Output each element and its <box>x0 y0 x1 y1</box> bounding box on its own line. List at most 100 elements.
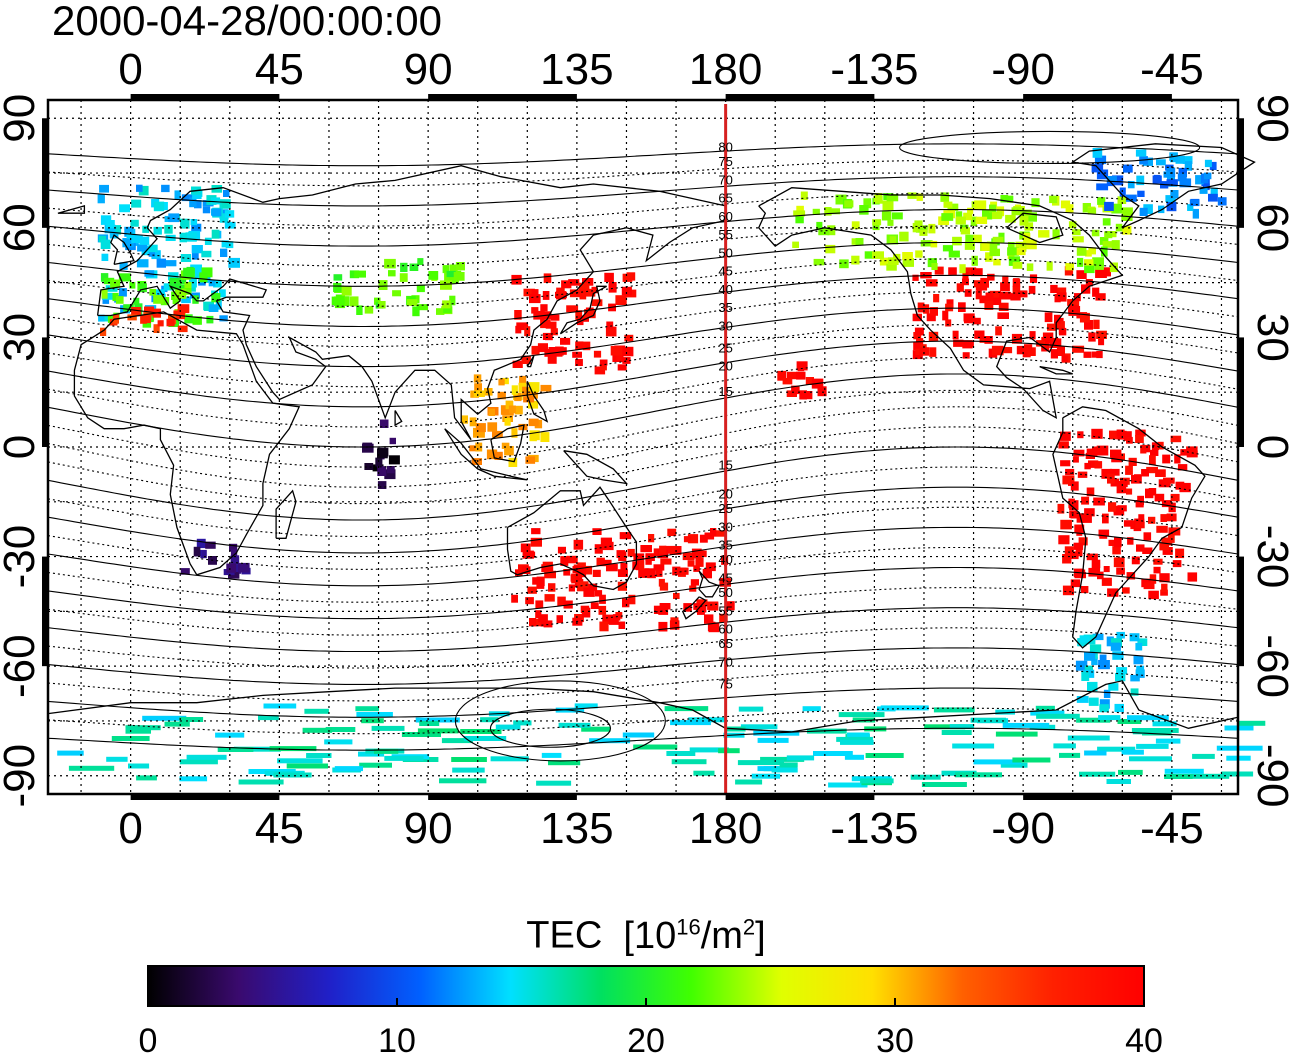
tec-cell <box>1175 548 1185 559</box>
tec-cell <box>1155 738 1181 744</box>
tec-cell <box>855 238 864 246</box>
tec-cell <box>304 708 329 714</box>
contour-label: 80 <box>718 139 732 154</box>
tec-cell <box>1114 537 1122 548</box>
tec-cell <box>992 236 1004 244</box>
tec-cell <box>388 270 396 277</box>
tec-cell <box>1060 200 1071 209</box>
contour-oval <box>489 708 611 748</box>
tec-cell <box>656 568 663 577</box>
tec-cell <box>952 330 959 340</box>
tec-cell <box>575 310 583 320</box>
tec-cell <box>542 291 550 300</box>
tec-cell <box>177 325 188 333</box>
tec-cell <box>1038 230 1050 238</box>
tec-cell <box>1149 574 1157 584</box>
tec-cell <box>963 212 973 221</box>
tec-cell <box>844 200 854 208</box>
tec-cell <box>645 555 652 565</box>
tec-cell <box>488 408 495 416</box>
tec-cell <box>377 448 388 459</box>
tec-cell <box>228 257 240 268</box>
tec-cell <box>933 294 940 303</box>
tec-cell <box>621 346 634 357</box>
taiwan-coast <box>526 355 535 368</box>
tec-cell <box>131 234 143 244</box>
tec-cell <box>1135 435 1144 443</box>
tec-cell <box>1104 201 1114 211</box>
tec-cell <box>979 295 989 304</box>
tec-cell <box>1170 493 1180 502</box>
tec-cell <box>986 292 994 302</box>
tec-cell <box>579 315 589 322</box>
tec-cell <box>574 703 598 709</box>
tec-cell <box>1076 717 1111 723</box>
tec-cell <box>817 386 827 397</box>
tec-cell <box>474 383 482 393</box>
tec-cell <box>208 304 219 312</box>
tec-cell <box>824 207 832 216</box>
bottom-lon-tick-label: 180 <box>689 804 762 853</box>
tec-cell <box>142 225 149 233</box>
tec-cell <box>1160 589 1168 596</box>
tec-cell <box>578 282 590 292</box>
tec-cell <box>525 456 536 464</box>
tec-cell <box>1129 633 1140 642</box>
tec-cell <box>718 748 740 754</box>
tec-cell <box>572 351 582 358</box>
tec-cell <box>184 314 193 324</box>
tec-cell <box>1086 487 1095 497</box>
tec-cell <box>1069 500 1079 510</box>
cuba-coast <box>1039 365 1073 375</box>
tec-cell <box>540 319 551 329</box>
tec-cell <box>1041 341 1050 352</box>
contour-label: 20 <box>718 359 732 374</box>
tec-cell <box>1029 274 1038 283</box>
tec-cell <box>151 250 161 260</box>
bottom-lon-tick-label: 45 <box>255 804 304 853</box>
tec-cell <box>111 736 150 741</box>
tec-cell <box>1137 190 1145 197</box>
tec-cell <box>118 273 131 282</box>
tec-cell <box>528 418 539 427</box>
contour-label: 35 <box>718 300 732 315</box>
tec-cell <box>1010 293 1021 301</box>
tec-cell <box>1141 469 1149 477</box>
left-frame-bar <box>42 118 48 228</box>
tec-cell <box>1023 233 1031 243</box>
tec-cell <box>155 289 165 299</box>
tec-cell <box>387 466 395 474</box>
tec-cell <box>542 561 553 569</box>
tec-cell <box>531 528 541 535</box>
contour-line <box>47 727 1239 751</box>
tec-cell <box>191 223 202 232</box>
tec-cell <box>211 293 221 303</box>
tec-cell <box>471 458 482 465</box>
tec-cell <box>1016 247 1026 256</box>
japan-coast <box>559 285 607 335</box>
tec-cell <box>995 709 1015 715</box>
tec-cell <box>1113 557 1125 568</box>
tec-cell <box>1056 346 1065 356</box>
tec-cell <box>521 355 531 364</box>
bottom-lon-tick-label: -90 <box>991 804 1055 853</box>
tec-cell <box>535 610 542 618</box>
tec-cell <box>1195 175 1204 185</box>
tec-cell <box>1012 261 1023 269</box>
tec-region-6 <box>362 419 400 489</box>
tec-cell <box>417 728 459 734</box>
tec-cell <box>1179 178 1192 188</box>
tec-cell <box>708 622 720 633</box>
tec-region-15 <box>57 703 1266 788</box>
tec-cell <box>1143 204 1153 214</box>
tec-cell <box>581 726 611 732</box>
tec-cell <box>915 250 923 258</box>
tec-cell <box>219 289 226 298</box>
tec-cell <box>1079 771 1116 777</box>
tec-cell <box>186 754 227 760</box>
tec-cell <box>138 185 149 196</box>
tec-cell <box>415 717 460 723</box>
tec-cell <box>1127 715 1169 721</box>
tec-cell <box>1191 773 1230 779</box>
tec-cell <box>633 553 645 561</box>
